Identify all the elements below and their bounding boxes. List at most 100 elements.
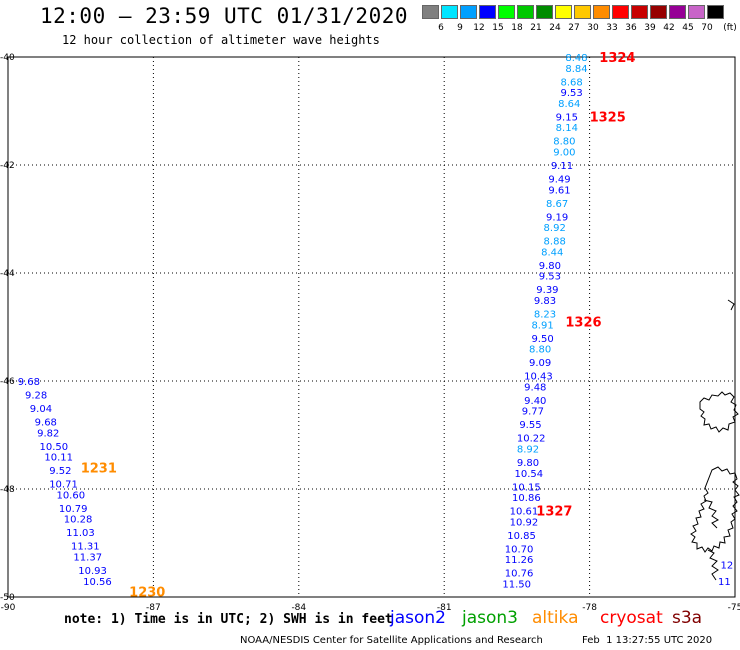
wave-height-value: 8.23 — [534, 310, 556, 321]
wave-height-value: 9.53 — [539, 272, 561, 283]
wave-height-value: 8.84 — [565, 64, 587, 75]
legend-label-27: 27 — [568, 23, 580, 33]
legend-swatch-9 — [460, 5, 477, 19]
wave-height-value: 9.19 — [546, 212, 568, 223]
wave-height-value: 8.44 — [541, 247, 563, 258]
wave-height-value-partial: 12 — [720, 561, 733, 572]
legend-swatch-15 — [498, 5, 515, 19]
wave-height-value: 11.37 — [73, 553, 102, 564]
wave-height-value: 9.00 — [553, 148, 575, 159]
wave-height-value: 8.68 — [561, 77, 583, 88]
legend-swatch-36 — [631, 5, 648, 19]
lon-tick-label: -81 — [437, 603, 452, 613]
wave-height-value: 10.70 — [505, 544, 534, 555]
wave-height-value: 9.53 — [561, 88, 583, 99]
pass-number-label: 1327 — [536, 505, 572, 520]
wave-height-value: 9.61 — [548, 185, 570, 196]
coastline-island-north — [699, 391, 739, 433]
pass-number-label: 1231 — [81, 461, 117, 476]
wave-height-value: 8.67 — [546, 199, 568, 210]
legend-label-15: 15 — [492, 23, 504, 33]
lat-tick-label: -44 — [0, 269, 15, 279]
legend-label-39: 39 — [644, 23, 656, 33]
lat-tick-label: -50 — [0, 593, 15, 603]
wave-height-value: 9.55 — [519, 420, 541, 431]
satellite-altika: altika — [532, 608, 579, 628]
legend-swatch-21 — [536, 5, 553, 19]
wave-height-value: 8.92 — [544, 223, 566, 234]
wave-height-value: 8.48 — [565, 53, 587, 64]
wave-height-value: 9.68 — [35, 418, 57, 429]
legend-swatch-39 — [650, 5, 667, 19]
legend-swatch-42 — [669, 5, 686, 19]
legend-label-6: 6 — [438, 23, 444, 33]
wave-height-value: 10.43 — [524, 372, 553, 383]
wave-height-value: 9.80 — [517, 458, 539, 469]
wave-height-value: 8.80 — [553, 137, 575, 148]
wave-height-value: 10.54 — [514, 469, 543, 480]
satellite-cryosat: cryosat — [600, 608, 663, 628]
page-title: 12:00 – 23:59 UTC 01/31/2020 — [40, 4, 409, 28]
wave-height-value: 9.28 — [25, 391, 47, 402]
coastline-inlet-a — [703, 499, 719, 529]
wave-height-value: 11.50 — [502, 580, 531, 591]
wave-height-value: 9.82 — [37, 428, 59, 439]
wave-height-value: 11.31 — [71, 542, 100, 553]
wave-height-value: 10.60 — [56, 490, 85, 501]
wave-height-value: 10.86 — [512, 493, 541, 504]
wave-height-value: 9.49 — [548, 175, 570, 186]
credit-line: NOAA/NESDIS Center for Satellite Applica… — [240, 635, 543, 646]
wave-height-value: 10.76 — [505, 569, 534, 580]
wave-height-value: 9.83 — [534, 296, 556, 307]
wave-height-value: 8.91 — [531, 320, 553, 331]
lon-tick-label: -87 — [146, 603, 161, 613]
legend-unit: (ft) — [723, 23, 737, 33]
legend-label-24: 24 — [549, 23, 561, 33]
wave-height-value-partial: 11 — [718, 577, 731, 588]
satellite-jason3: jason3 — [462, 608, 518, 628]
legend-swatch-6 — [441, 5, 458, 19]
legend-label-33: 33 — [606, 23, 618, 33]
wave-height-labels: 8.488.848.689.538.649.158.148.809.009.11… — [18, 53, 734, 591]
wave-height-value: 8.80 — [529, 345, 551, 356]
footer-note: note: 1) Time is in UTC; 2) SWH is in fe… — [64, 612, 393, 627]
wave-height-value: 9.80 — [539, 261, 561, 272]
legend-label-21: 21 — [530, 23, 542, 33]
wave-height-value: 10.56 — [83, 577, 112, 588]
legend-label-12: 12 — [473, 23, 485, 33]
legend-swatch-45 — [688, 5, 705, 19]
wave-height-value: 10.50 — [40, 442, 69, 453]
wave-height-value: 9.77 — [522, 407, 544, 418]
wave-height-value: 11.26 — [505, 555, 534, 566]
legend-label-9: 9 — [457, 23, 463, 33]
coastline — [690, 299, 740, 581]
wave-height-value: 9.39 — [536, 285, 558, 296]
wave-height-value: 10.79 — [59, 504, 88, 515]
wave-height-value: 9.11 — [551, 161, 573, 172]
wave-height-value: 10.85 — [507, 531, 536, 542]
lon-tick-label: -75 — [728, 603, 740, 613]
coastline-inlet-b — [707, 549, 719, 581]
wave-height-value: 10.22 — [517, 434, 546, 445]
satellite-s3a: s3a — [672, 608, 703, 628]
lat-tick-label: -40 — [0, 53, 15, 63]
wave-height-value: 9.48 — [524, 382, 546, 393]
wave-height-value: 9.40 — [524, 396, 546, 407]
wave-height-value: 8.92 — [517, 445, 539, 456]
wave-height-value: 9.68 — [18, 377, 40, 388]
wave-height-value: 10.11 — [44, 453, 73, 464]
legend-swatch-12 — [479, 5, 496, 19]
pass-number-label: 1324 — [599, 51, 635, 66]
wave-height-value: 10.93 — [78, 566, 107, 577]
legend-swatch-24 — [555, 5, 572, 19]
pass-number-label: 1326 — [565, 316, 601, 331]
legend-swatch-27 — [574, 5, 591, 19]
generation-timestamp: Feb 1 13:27:55 UTC 2020 — [582, 635, 713, 646]
lon-tick-label: -90 — [1, 603, 16, 613]
wave-height-value: 10.15 — [512, 482, 541, 493]
wave-height-value: 8.64 — [558, 99, 580, 110]
wave-height-value: 9.09 — [529, 358, 551, 369]
lon-tick-label: -84 — [291, 603, 306, 613]
legend-swatch-30 — [593, 5, 610, 19]
